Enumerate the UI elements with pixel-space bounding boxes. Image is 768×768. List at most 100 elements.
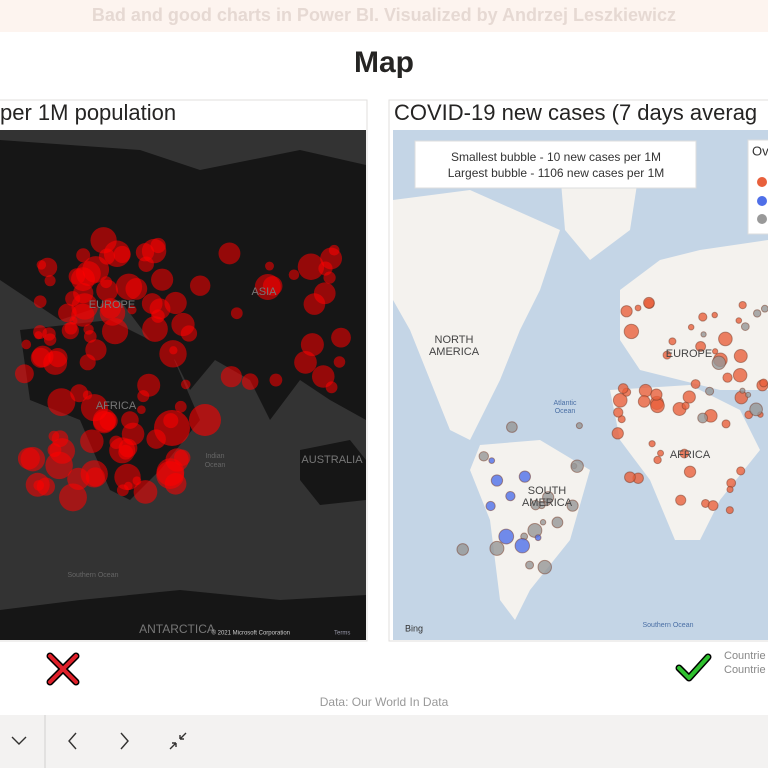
map-bubble — [125, 278, 148, 300]
map-label: AMERICA — [522, 497, 573, 509]
map-bubble — [320, 247, 343, 270]
map-label: EUROPE — [89, 299, 135, 311]
map-label: AMERICA — [429, 346, 480, 358]
map-bubble — [653, 455, 662, 465]
map-bubble — [25, 472, 50, 497]
map-bubble — [180, 379, 191, 390]
legend-title: Ov — [752, 143, 768, 158]
note-box — [414, 140, 697, 189]
note-line: Smallest bubble - 10 new cases per 1M — [451, 150, 661, 164]
map-bubble — [220, 366, 242, 388]
map-bubble — [697, 412, 709, 424]
map-bubble — [613, 407, 624, 418]
map-bubble — [45, 451, 73, 480]
map-bubble — [51, 430, 69, 448]
map-bubble — [478, 451, 490, 462]
next-page-button[interactable] — [120, 732, 129, 750]
map-bubble — [156, 458, 185, 487]
map-bubble — [722, 372, 733, 383]
map-bubble — [657, 449, 665, 457]
map-bubble — [668, 337, 677, 346]
map-label: AFRICA — [670, 449, 711, 461]
map-bubble — [96, 279, 119, 302]
map-bubble — [551, 516, 564, 529]
map-bubble — [682, 390, 696, 404]
map-bubble — [20, 446, 46, 472]
map-label: Ocean — [555, 408, 576, 415]
map-bubble — [141, 238, 167, 264]
legend-swatch — [757, 177, 767, 187]
map-bubble — [59, 483, 87, 512]
banner — [0, 0, 768, 32]
map-bubble — [711, 311, 718, 319]
good-icon — [675, 653, 712, 682]
map-bubble — [733, 349, 748, 364]
map-bubble — [690, 379, 701, 389]
map-bubble — [490, 474, 504, 487]
map-bubble — [539, 519, 547, 526]
map-bubble — [624, 471, 636, 484]
map-bubble — [488, 457, 496, 464]
map-bubble — [732, 367, 748, 383]
prev-page-button[interactable] — [68, 732, 77, 750]
map-bubble — [705, 386, 715, 396]
footnote: Countrie — [724, 664, 766, 676]
map-bubble — [164, 291, 187, 315]
map-bubble — [695, 340, 707, 352]
legend-swatch — [757, 214, 767, 224]
map-label: Southern Ocean — [68, 572, 119, 579]
map-bubble — [740, 322, 750, 331]
map-bubble — [133, 480, 158, 504]
map-bubble — [36, 260, 47, 270]
map-bubble — [85, 467, 105, 487]
map-bubble — [534, 534, 542, 542]
light-map — [393, 130, 768, 640]
map-bubble — [739, 387, 746, 394]
map-bubble — [760, 304, 768, 313]
land — [0, 590, 366, 640]
map-bubble — [151, 309, 165, 323]
map-label: SOUTH — [528, 485, 567, 497]
collapse-button[interactable] — [11, 736, 27, 745]
map-bubble — [76, 248, 91, 263]
visual-title: per 1M population — [0, 100, 176, 125]
map-bubble — [71, 267, 95, 292]
map-bubble — [718, 331, 733, 347]
map-bubble — [711, 355, 726, 370]
map-bubble — [69, 316, 78, 325]
map-bubble — [637, 395, 651, 408]
map-bubble — [262, 276, 283, 296]
map-bubble — [151, 268, 174, 291]
map-bubble — [70, 384, 89, 403]
map-bubble — [288, 269, 300, 280]
map-label: AUSTRALIA — [301, 454, 363, 466]
map-bubble — [65, 291, 81, 307]
map-bubble — [85, 339, 107, 361]
terms-link[interactable]: Terms — [334, 631, 350, 637]
map-bubble — [44, 275, 56, 287]
map-bubble — [759, 378, 768, 388]
map-bubble — [323, 271, 336, 284]
map-label: ANTARCTICA — [139, 622, 215, 636]
map-bubble — [735, 317, 743, 324]
map-bubble — [611, 427, 624, 440]
map-bubble — [15, 364, 34, 384]
map-bubble — [456, 543, 469, 556]
map-bubble — [141, 293, 163, 314]
map-bubble — [623, 323, 640, 340]
legend-swatch — [757, 196, 767, 206]
legend — [747, 139, 768, 235]
visual-title: COVID-19 new cases (7 days averag — [394, 100, 757, 125]
map-label: EUROPE — [666, 348, 712, 360]
map-bubble — [189, 404, 221, 436]
map-bubble — [620, 305, 633, 318]
fit-button[interactable] — [169, 732, 187, 750]
note-line: Largest bubble - 1106 new cases per 1M — [448, 166, 665, 180]
map-bubble — [749, 402, 763, 417]
map-bubble — [116, 484, 129, 497]
map-bubble — [643, 296, 655, 309]
map-bubble — [485, 500, 496, 512]
map-bubble — [142, 316, 168, 342]
